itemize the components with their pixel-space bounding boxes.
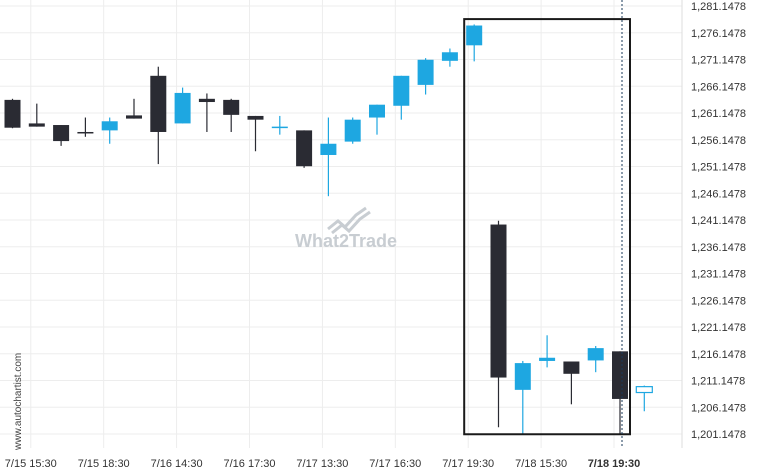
y-tick-label: 1,276.1478 [691, 28, 746, 40]
candle-body [417, 59, 434, 85]
candle-body [28, 123, 45, 127]
grid-lines [0, 0, 683, 448]
candle-body [247, 115, 264, 120]
candle [126, 98, 142, 119]
y-tick-label: 1,231.1478 [691, 269, 746, 281]
candle [296, 130, 313, 168]
candle-body [271, 126, 288, 129]
candle [28, 103, 45, 127]
candle [77, 117, 94, 137]
y-tick-label: 1,211.1478 [691, 376, 745, 388]
pattern-box [463, 18, 632, 436]
x-axis-ticks: 7/15 15:30 7/15 18:30 7/16 14:30 7/16 17:30… [5, 458, 641, 470]
y-tick-label: 1,241.1478 [691, 215, 746, 227]
y-tick-label: 1,271.1478 [691, 55, 746, 67]
candle [53, 125, 70, 146]
candle-body [150, 75, 167, 132]
y-tick-label: 1,221.1478 [691, 322, 746, 334]
y-tick-label: 1,236.1478 [691, 242, 746, 254]
candle [441, 48, 458, 67]
y-tick-label: 1,216.1478 [691, 349, 746, 361]
y-tick-label: 1,206.1478 [691, 402, 746, 414]
candle [635, 385, 653, 412]
candle-body [514, 363, 531, 390]
candle [271, 115, 288, 135]
x-tick-label: 7/17 16:30 [369, 458, 421, 470]
candle [563, 361, 580, 405]
x-tick-label: 7/16 17:30 [224, 458, 276, 470]
candle [101, 117, 118, 144]
candle-body [490, 224, 507, 378]
x-tick-label: 7/18 19:30 [588, 458, 641, 470]
candle-body [635, 386, 653, 394]
candle [4, 98, 21, 129]
candle-body [53, 125, 70, 142]
candle-body [344, 119, 361, 142]
watermark: What2Trade [295, 206, 397, 251]
y-axis-ticks: 1,201.1478 1,206.1478 1,211.1478 1,216.1478… [691, 1, 746, 441]
x-tick-label: 7/18 15:30 [515, 458, 567, 470]
x-tick-label: 7/16 14:30 [151, 458, 203, 470]
x-tick-label: 7/17 13:30 [296, 458, 348, 470]
candle-body [563, 361, 580, 374]
watermark-logo-icon [327, 206, 371, 235]
candle-body [4, 99, 21, 128]
candle [612, 351, 628, 435]
candle [198, 93, 215, 132]
candle-body [320, 143, 337, 155]
candle [320, 117, 337, 197]
candle-body [174, 92, 191, 124]
candle-body [612, 351, 628, 399]
x-tick-label: 7/17 19:30 [442, 458, 494, 470]
y-tick-label: 1,246.1478 [691, 188, 746, 200]
side-label: www.autochartist.com [13, 353, 24, 451]
y-tick-label: 1,256.1478 [691, 135, 746, 147]
y-tick-label: 1,201.1478 [691, 429, 746, 441]
candle-body [223, 99, 240, 115]
candle [514, 360, 531, 435]
candle-body [369, 104, 385, 118]
candles [4, 24, 653, 435]
x-tick-label: 7/15 18:30 [78, 458, 130, 470]
candle [369, 104, 385, 135]
watermark-text: What2Trade [295, 231, 397, 251]
candle [393, 75, 410, 120]
x-tick-label: 7/15 15:30 [5, 458, 57, 470]
candle [247, 115, 264, 152]
candle-body [296, 130, 313, 167]
candle-body [587, 348, 604, 361]
pattern-overlay [463, 0, 632, 448]
y-tick-label: 1,266.1478 [691, 81, 746, 93]
y-tick-label: 1,226.1478 [691, 295, 746, 307]
y-tick-label: 1,251.1478 [691, 162, 746, 174]
candle [587, 345, 604, 373]
y-tick-label: 1,261.1478 [691, 108, 746, 120]
candle [490, 220, 507, 428]
candle-body [198, 98, 215, 103]
candle [466, 24, 483, 62]
y-tick-label: 1,281.1478 [691, 1, 746, 13]
candle-body [393, 75, 410, 106]
candle [223, 98, 240, 132]
candle [417, 58, 434, 95]
candle-body [539, 357, 556, 361]
candle-body [126, 115, 142, 119]
candle [344, 117, 361, 144]
candle-body [77, 131, 94, 134]
candle [150, 66, 167, 165]
candle [539, 335, 556, 368]
candle-body [441, 52, 458, 61]
candle-body [101, 121, 118, 131]
candle [174, 87, 191, 124]
candle-body [466, 25, 483, 46]
